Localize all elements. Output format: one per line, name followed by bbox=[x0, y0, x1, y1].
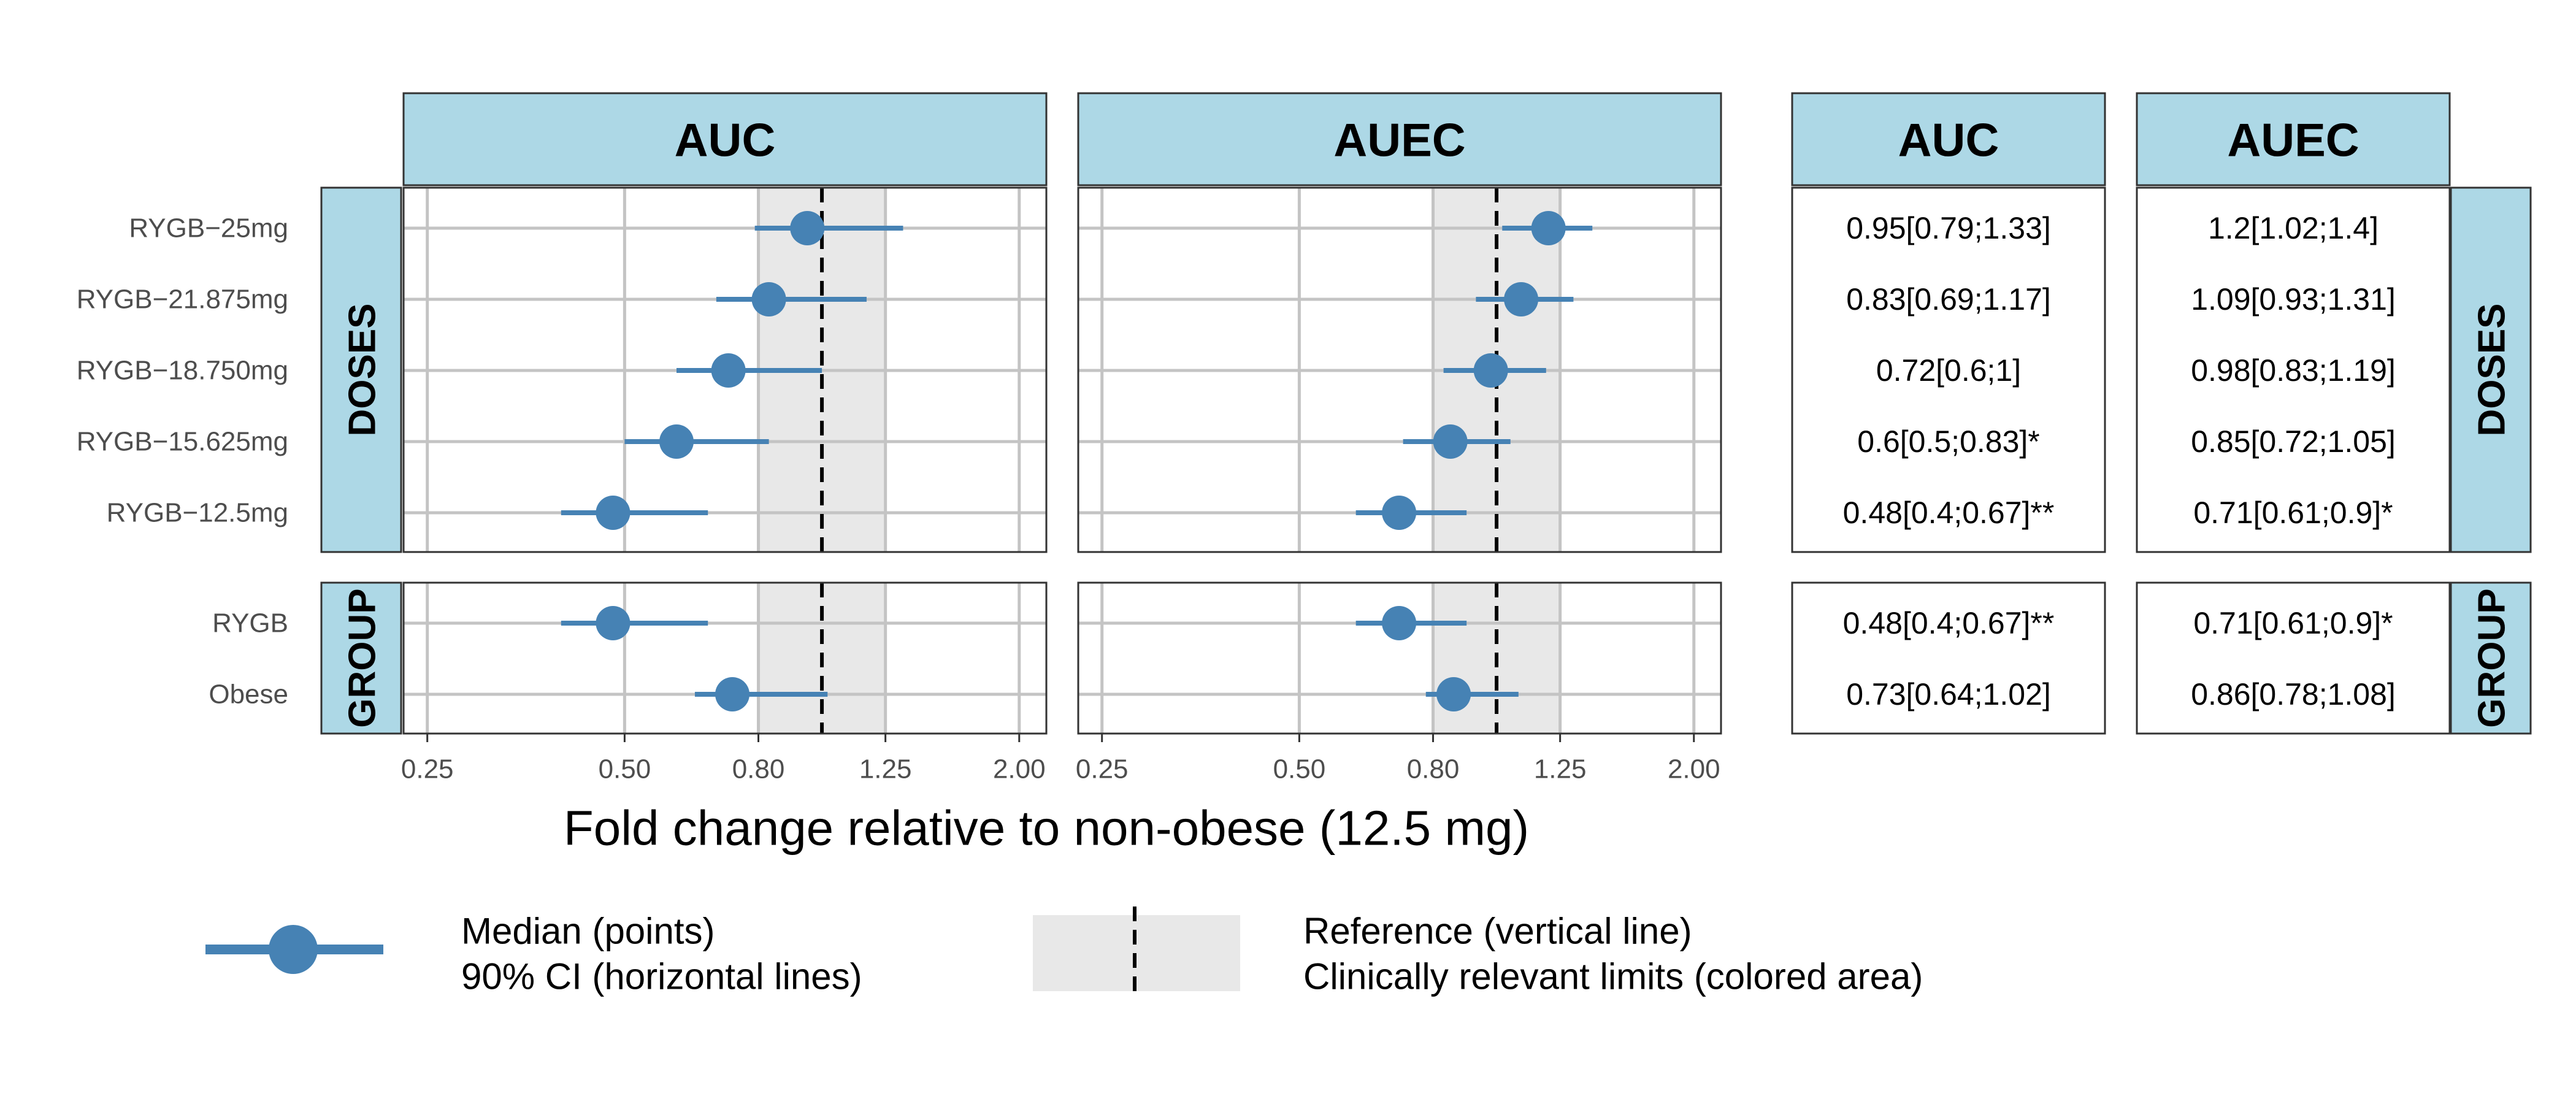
median-point bbox=[1382, 606, 1417, 640]
x-tick-label: 0.50 bbox=[599, 754, 651, 784]
panel-auec-group bbox=[1077, 581, 1722, 735]
table-cell: 0.6[0.5;0.83]* bbox=[1857, 424, 2039, 459]
panel-background bbox=[404, 583, 1046, 734]
table-cell: 0.83[0.69;1.17] bbox=[1846, 282, 2051, 316]
strip-header-label: AUEC bbox=[2227, 115, 2359, 167]
table-cell: 0.73[0.64;1.02] bbox=[1846, 677, 2051, 711]
table-cell: 0.85[0.72;1.05] bbox=[2191, 424, 2396, 459]
panel-frame bbox=[402, 581, 1048, 735]
row-label: Obese bbox=[209, 680, 288, 710]
table-cell: 0.48[0.4;0.67]** bbox=[1843, 496, 2055, 530]
table-cell: 0.86[0.78;1.08] bbox=[2191, 677, 2396, 711]
table-cell: 0.95[0.79;1.33] bbox=[1846, 211, 2051, 245]
row-label: RYGB−12.5mg bbox=[107, 498, 288, 528]
table-cell: 1.2[1.02;1.4] bbox=[2208, 211, 2379, 245]
panel-auec-doses bbox=[1077, 186, 1722, 553]
table-cell: 0.71[0.61;0.9]* bbox=[2193, 496, 2393, 530]
table-cell: 0.71[0.61;0.9]* bbox=[2193, 606, 2393, 640]
legend-median-label: Median (points) bbox=[461, 911, 715, 952]
x-axis-title: Fold change relative to non-obese (12.5 … bbox=[564, 801, 1529, 856]
x-tick-label: 1.25 bbox=[1534, 754, 1587, 784]
table-panel-auc-group bbox=[1791, 581, 2106, 735]
panel-frame bbox=[1077, 186, 1722, 553]
median-point bbox=[751, 282, 786, 316]
strip-header-label: AUC bbox=[675, 115, 776, 167]
median-point bbox=[1473, 353, 1508, 388]
legend-reference-label: Reference (vertical line) bbox=[1303, 911, 1692, 952]
median-point bbox=[659, 424, 694, 459]
median-point bbox=[790, 211, 825, 245]
strip-header-auc bbox=[402, 92, 1048, 186]
facet-strip-left-doses bbox=[320, 186, 402, 553]
table-cell: 0.48[0.4;0.67]** bbox=[1843, 606, 2055, 640]
table-cell: 0.98[0.83;1.19] bbox=[2191, 353, 2396, 388]
facet-strip-label: DOSES bbox=[2471, 303, 2513, 436]
legend-limits-label: Clinically relevant limits (colored area… bbox=[1303, 956, 1923, 997]
legend bbox=[205, 907, 1240, 1000]
median-point bbox=[1382, 496, 1417, 530]
legend-median-point bbox=[269, 925, 318, 974]
table-cell: 0.72[0.6;1] bbox=[1876, 353, 2021, 388]
row-label: RYGB−18.750mg bbox=[77, 356, 288, 386]
x-tick-label: 1.25 bbox=[859, 754, 912, 784]
median-point bbox=[596, 496, 631, 530]
facet-strip-label: DOSES bbox=[342, 303, 384, 436]
panel-auc-doses bbox=[402, 186, 1048, 553]
strip-header-auec bbox=[2136, 92, 2451, 186]
facet-strip-left-group bbox=[320, 581, 402, 735]
table-panel-auec-group bbox=[2136, 581, 2451, 735]
legend-ci-label: 90% CI (horizontal lines) bbox=[461, 956, 862, 997]
row-label: RYGB bbox=[212, 608, 288, 638]
x-tick-label: 2.00 bbox=[1668, 754, 1720, 784]
facet-strip-label: GROUP bbox=[2471, 588, 2513, 727]
row-label: RYGB−25mg bbox=[129, 213, 288, 243]
x-tick-label: 0.25 bbox=[401, 754, 454, 784]
median-point bbox=[715, 677, 750, 711]
panel-background bbox=[1078, 583, 1721, 734]
x-tick-label: 0.25 bbox=[1076, 754, 1129, 784]
strip-header-label: AUC bbox=[1898, 115, 1999, 167]
median-point bbox=[711, 353, 746, 388]
strip-header-label: AUEC bbox=[1333, 115, 1465, 167]
table-cell: 1.09[0.93;1.31] bbox=[2191, 282, 2396, 316]
x-tick-label: 0.80 bbox=[1407, 754, 1460, 784]
x-tick-label: 2.00 bbox=[993, 754, 1046, 784]
row-label: RYGB−15.625mg bbox=[77, 427, 288, 457]
x-tick-label: 0.50 bbox=[1273, 754, 1326, 784]
table-panel-auc-doses bbox=[1791, 186, 2106, 553]
facet-strip-label: GROUP bbox=[342, 588, 384, 727]
panel-frame bbox=[402, 186, 1048, 553]
row-label: RYGB−21.875mg bbox=[77, 285, 288, 315]
table-panel-auec-doses bbox=[2136, 186, 2451, 553]
median-point bbox=[1504, 282, 1539, 316]
strip-header-auec bbox=[1077, 92, 1722, 186]
median-point bbox=[1531, 211, 1566, 245]
facet-strip-right-doses bbox=[2450, 186, 2532, 553]
median-point bbox=[596, 606, 631, 640]
median-point bbox=[1433, 424, 1468, 459]
strip-header-auc bbox=[1791, 92, 2106, 186]
panel-frame bbox=[1077, 581, 1722, 735]
facet-strip-right-group bbox=[2450, 581, 2532, 735]
panel-auc-group bbox=[402, 581, 1048, 735]
x-tick-label: 0.80 bbox=[732, 754, 785, 784]
median-point bbox=[1436, 677, 1471, 711]
